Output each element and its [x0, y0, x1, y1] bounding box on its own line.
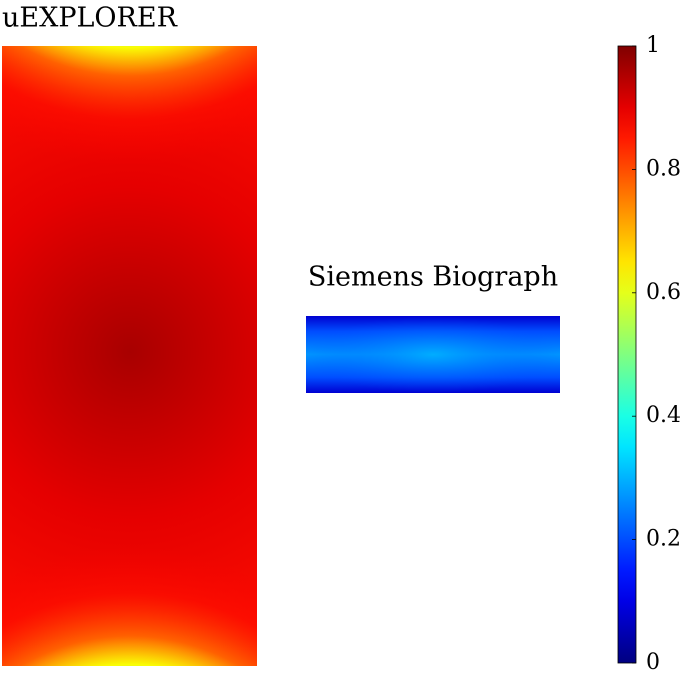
heatmap-overlay	[2, 356, 257, 666]
colorbar	[617, 45, 637, 664]
heatmap-overlay	[306, 316, 560, 393]
tick-label: 0.8	[646, 156, 681, 181]
tick-label: 1	[646, 33, 660, 58]
tick-label: 0.6	[646, 280, 681, 305]
tick-label: 0.4	[646, 403, 681, 428]
tick-label: 0	[646, 650, 660, 674]
panel-title: Siemens Biograph	[308, 262, 558, 293]
tick-label: 0.2	[646, 527, 681, 552]
heatmap-overlay	[2, 46, 257, 356]
panel-title: uEXPLORER	[2, 3, 178, 34]
